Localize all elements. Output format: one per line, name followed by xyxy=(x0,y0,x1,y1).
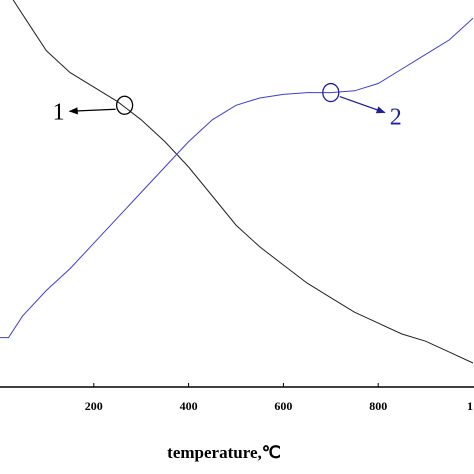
x-tick-labels: 200 400 600 800 1 xyxy=(85,399,473,413)
x-tick-label: 1 xyxy=(467,399,473,413)
annotation-circle-1 xyxy=(115,95,134,115)
series-line-2 xyxy=(0,17,474,339)
x-axis-title: temperature,℃ xyxy=(167,443,281,462)
series-line-1 xyxy=(12,0,474,364)
x-tick-label: 200 xyxy=(85,399,103,413)
annotation-label-1: 1 xyxy=(53,99,65,125)
annotation-label-2: 2 xyxy=(390,105,402,131)
x-tick-label: 600 xyxy=(274,399,292,413)
annotation-circle-2 xyxy=(322,82,340,103)
annotation-arrow-2 xyxy=(339,95,386,114)
x-tick-label: 400 xyxy=(180,399,198,413)
x-tick-label: 800 xyxy=(369,399,387,413)
annotation-arrow-1 xyxy=(68,107,116,115)
series-layer xyxy=(0,0,474,364)
x-ticks xyxy=(93,383,379,387)
